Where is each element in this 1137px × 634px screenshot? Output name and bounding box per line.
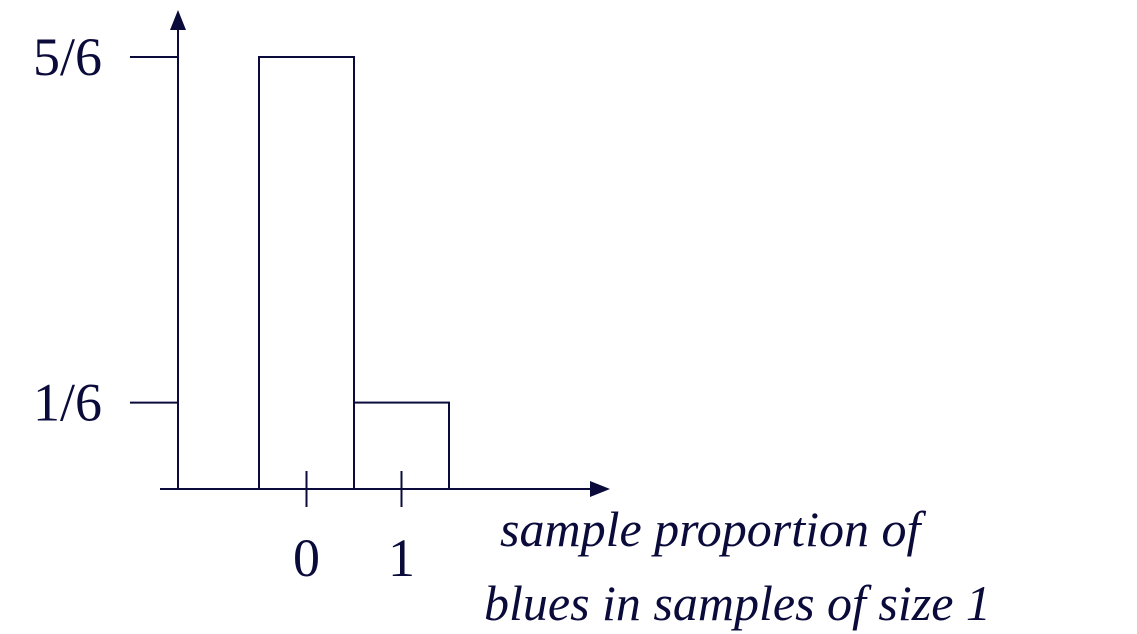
bar-0 (258, 56, 355, 490)
x-axis-label-line-2: blues in samples of size 1 (484, 575, 991, 631)
y-tick-label-2: 1/6 (33, 373, 102, 433)
x-tick-label-1: 1 (388, 528, 415, 588)
x-axis-arrowhead (590, 481, 610, 497)
x-axis-label-line-1: sample proportion of (500, 501, 926, 557)
y-axis-arrowhead (170, 10, 186, 30)
bars-group (258, 56, 450, 490)
x-tick-label-0: 0 (293, 528, 320, 588)
y-tick-label-1: 5/6 (33, 27, 102, 87)
y-ticks-group: 5/6 1/6 (33, 27, 178, 433)
